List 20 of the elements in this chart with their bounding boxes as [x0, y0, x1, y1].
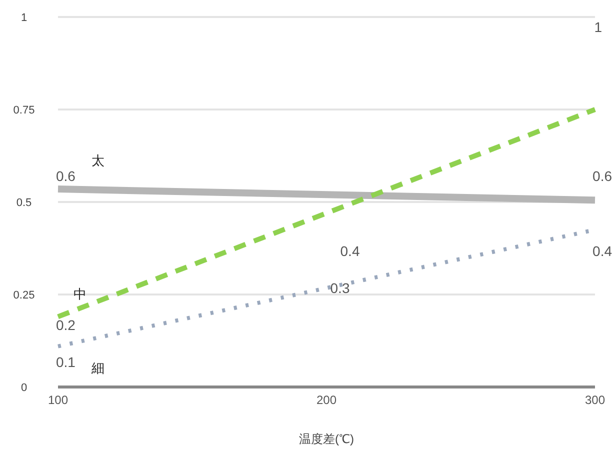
x-tick-label: 300 [584, 393, 606, 407]
annotation: 0.4 [592, 243, 612, 259]
x-tick-label: 200 [316, 393, 337, 407]
series-label: 細 [90, 360, 104, 376]
annotation: 0.6 [56, 168, 76, 184]
series-label: 中 [74, 286, 86, 302]
y-tick-label: 0.25 [13, 290, 35, 302]
y-tick-label: 0.75 [13, 104, 35, 116]
y-tick-label: 1 [20, 12, 28, 24]
y-tick-label: 0 [20, 382, 28, 394]
annotation: 0.2 [56, 317, 76, 333]
annotation: 0.6 [592, 168, 612, 184]
series-label: 太 [92, 153, 104, 168]
annotation: 1 [594, 19, 602, 35]
y-tick-label: 0.5 [16, 197, 32, 209]
annotation: 0.1 [56, 354, 76, 370]
x-tick-label: 100 [48, 393, 68, 407]
annotation: 0.3 [330, 280, 350, 296]
annotation: 0.4 [340, 243, 360, 259]
x-axis-title: 温度差(℃) [299, 432, 354, 446]
